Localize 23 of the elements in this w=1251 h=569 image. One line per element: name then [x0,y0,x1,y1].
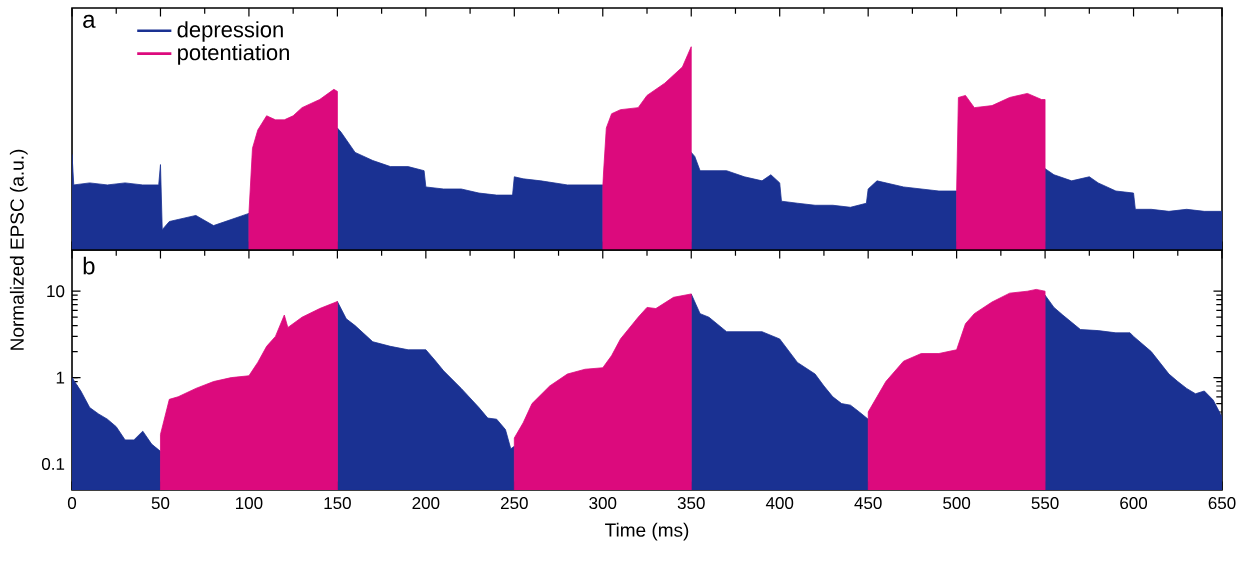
x-tick-label: 550 [1031,497,1059,510]
x-tick-label: 300 [589,497,617,510]
x-tick-label: 500 [943,497,971,510]
x-tick-label: 400 [765,497,794,510]
x-tick-label: 150 [324,497,351,510]
y-tick-label: 0.1 [41,457,65,470]
x-tick-label: 600 [1120,497,1148,510]
legend-label: potentiation [178,44,289,65]
y-axis-title: Normalized EPSC (a.u.) [9,149,28,350]
x-tick-label: 650 [1208,497,1236,510]
chart-title: b [83,256,95,275]
x-tick-label: 350 [677,497,705,510]
x-tick-label: 200 [412,497,440,510]
x-axis-title: Time (ms) [605,522,689,541]
x-tick-label: 100 [236,497,263,510]
legend-label: depression [177,21,283,42]
x-tick-label: 50 [151,497,170,510]
x-tick-label: 250 [500,497,528,510]
chart-title: a [83,14,96,28]
x-tick-label: 450 [854,497,882,510]
x-tick-label: 0 [67,497,77,510]
y-tick-label: 1 [56,371,65,384]
y-tick-label: 10 [47,285,65,298]
